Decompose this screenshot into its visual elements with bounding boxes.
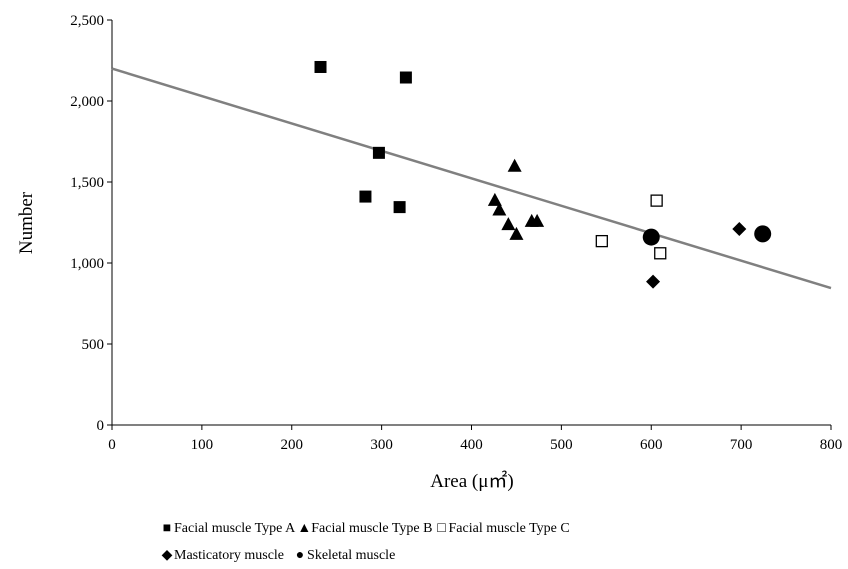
- point-facial-type-a: [359, 190, 372, 203]
- x-tick-label: 500: [550, 437, 573, 453]
- point-facial-type-a: [393, 201, 406, 214]
- y-tick-label: 500: [82, 337, 105, 353]
- legend-item-skeletal: ● Skeletal muscle: [293, 542, 396, 569]
- y-tick-label: 2,000: [70, 94, 104, 110]
- filled-triangle-icon: ▲: [297, 521, 312, 536]
- legend-label: Facial muscle Type C: [448, 521, 570, 536]
- y-tick-label: 1,000: [70, 256, 104, 272]
- point-masticatory: [646, 274, 661, 289]
- legend-label: Facial muscle Type A: [174, 521, 296, 536]
- point-facial-type-c: [650, 194, 663, 207]
- point-facial-type-a: [399, 71, 412, 84]
- legend-item-masticatory: ◆ Masticatory muscle: [160, 542, 284, 569]
- point-facial-type-b: [509, 226, 524, 240]
- legend-item-type-a: ■ Facial muscle Type A: [160, 515, 295, 542]
- point-facial-type-b: [501, 217, 516, 231]
- legend-item-type-c: □ Facial muscle Type C: [435, 515, 570, 542]
- legend-label: Facial muscle Type B: [311, 521, 433, 536]
- y-tick-label: 2,500: [70, 13, 104, 29]
- x-tick-label: 0: [108, 437, 116, 453]
- point-skeletal: [642, 228, 660, 246]
- y-tick-label: 0: [97, 418, 105, 434]
- point-skeletal: [754, 225, 772, 243]
- x-tick-label: 200: [281, 437, 304, 453]
- open-square-icon: □: [437, 521, 446, 536]
- point-facial-type-b: [492, 202, 507, 216]
- legend-row-2: ◆ Masticatory muscle ● Skeletal muscle: [160, 542, 572, 569]
- point-masticatory: [732, 221, 747, 236]
- x-tick-label: 700: [730, 437, 753, 453]
- legend: ■ Facial muscle Type A ▲Facial muscle Type…: [160, 515, 572, 569]
- point-facial-type-a: [314, 60, 327, 73]
- x-tick-label: 600: [640, 437, 663, 453]
- point-facial-type-a: [372, 146, 385, 159]
- point-facial-type-b: [530, 213, 545, 227]
- y-axis-title: Number: [16, 191, 37, 254]
- filled-square-icon: ■: [162, 521, 172, 536]
- trendline-path: [111, 67, 832, 290]
- legend-label: Skeletal muscle: [307, 548, 396, 563]
- x-tick-label: 400: [460, 437, 483, 453]
- legend-item-type-b: ▲Facial muscle Type B: [297, 515, 432, 542]
- trendline: [111, 67, 832, 290]
- x-tick-label: 100: [191, 437, 214, 453]
- point-facial-type-c: [654, 247, 667, 260]
- legend-label: Masticatory muscle: [174, 548, 285, 563]
- filled-diamond-icon: ◆: [161, 548, 173, 563]
- x-tick-label: 300: [370, 437, 393, 453]
- x-axis-title: Area (μ㎡): [430, 469, 514, 492]
- legend-row-1: ■ Facial muscle Type A ▲Facial muscle Type…: [160, 515, 572, 542]
- point-facial-type-c: [595, 234, 608, 248]
- point-facial-type-b: [487, 192, 502, 206]
- scatter-chart: 0 500 1,000 1,500 2,000 2,500 0 100 200 300 400 500…: [16, 13, 842, 492]
- x-tick-label: 800: [820, 437, 843, 453]
- axes: 0 500 1,000 1,500 2,000 2,500 0 100 200 300 400 500…: [70, 13, 842, 453]
- filled-circle-icon: ●: [295, 548, 305, 563]
- point-facial-type-b: [507, 158, 522, 172]
- data-points: [314, 60, 772, 289]
- y-tick-label: 1,500: [70, 175, 104, 191]
